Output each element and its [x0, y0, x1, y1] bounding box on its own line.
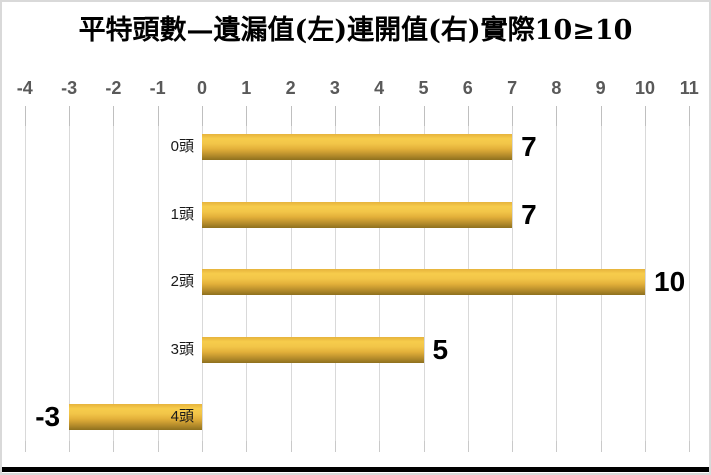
x-axis-tick-label: 9 — [595, 78, 606, 98]
axis-tick-mark — [334, 441, 336, 452]
gridline — [113, 106, 115, 452]
x-axis-tick-label: -2 — [105, 78, 122, 98]
axis-tick-mark — [467, 441, 469, 452]
gridline — [69, 106, 71, 452]
value-label: -3 — [35, 401, 61, 432]
axis-tick-mark — [467, 106, 469, 126]
axis-tick-mark — [689, 441, 691, 452]
gridline — [24, 106, 26, 452]
x-axis-tick-label: 1 — [241, 78, 252, 98]
x-axis-tick-label: 6 — [462, 78, 473, 98]
axis-tick-mark — [556, 441, 558, 452]
axis-tick-mark — [645, 441, 646, 452]
value-label: 7 — [521, 198, 537, 230]
axis-tick-mark — [69, 106, 71, 126]
x-axis-tick-label: 7 — [507, 78, 518, 98]
x-axis-tick-label: -1 — [149, 78, 166, 98]
gridline — [645, 106, 646, 452]
axis-tick-mark — [423, 441, 425, 452]
axis-tick-mark — [379, 441, 381, 452]
x-axis-tick-label: 11 — [679, 78, 699, 98]
x-axis-tick-label: 8 — [551, 78, 562, 98]
axis-tick-mark — [334, 106, 336, 126]
axis-tick-mark — [157, 441, 159, 452]
value-label: 7 — [521, 131, 537, 162]
x-axis-tick-label: 4 — [374, 78, 385, 98]
axis-tick-mark — [246, 106, 248, 126]
axis-tick-mark — [600, 106, 602, 126]
bar — [202, 269, 645, 295]
axis-tick-mark — [689, 106, 691, 126]
axis-tick-mark — [290, 441, 292, 452]
value-label: 10 — [654, 266, 686, 297]
axis-tick-mark — [69, 441, 71, 452]
category-label: 0頭 — [170, 138, 194, 155]
axis-tick-mark — [423, 106, 425, 126]
axis-tick-mark — [24, 441, 26, 452]
chart-title: 平特頭數—遺漏值(左)連開值(右)實際10≥10 — [78, 15, 633, 46]
axis-tick-mark — [202, 441, 203, 452]
x-axis-tick-label: 3 — [329, 78, 340, 98]
category-label: 4頭 — [170, 408, 194, 425]
x-axis-tick-label: 0 — [196, 78, 207, 98]
bar — [69, 404, 202, 430]
axis-tick-mark — [113, 106, 115, 126]
bottom-black-bar — [2, 467, 709, 472]
axis-tick-mark — [512, 441, 514, 452]
x-axis-tick-label: 2 — [285, 78, 296, 98]
bar — [202, 201, 513, 228]
bar — [202, 134, 513, 160]
x-axis-tick-label: 10 — [634, 78, 656, 98]
axis-tick-mark — [246, 441, 248, 452]
axis-tick-mark — [512, 106, 514, 126]
axis-tick-mark — [290, 106, 292, 126]
axis-tick-mark — [645, 106, 646, 126]
x-axis-tick-label: 5 — [418, 78, 429, 98]
axis-tick-mark — [600, 441, 602, 452]
axis-tick-mark — [113, 441, 115, 452]
bar — [202, 336, 424, 363]
axis-tick-mark — [24, 106, 26, 126]
x-axis-tick-label: -4 — [16, 78, 33, 98]
value-label: 5 — [432, 333, 449, 365]
axis-tick-mark — [157, 106, 159, 126]
category-label: 3頭 — [170, 340, 194, 358]
gridline — [689, 106, 691, 452]
gridline — [157, 106, 159, 452]
axis-tick-mark — [556, 106, 558, 126]
axis-tick-mark — [379, 106, 381, 126]
category-label: 2頭 — [170, 273, 194, 290]
axis-tick-mark — [202, 106, 203, 126]
x-axis-tick-label: -3 — [61, 78, 78, 98]
category-label: 1頭 — [170, 205, 194, 223]
